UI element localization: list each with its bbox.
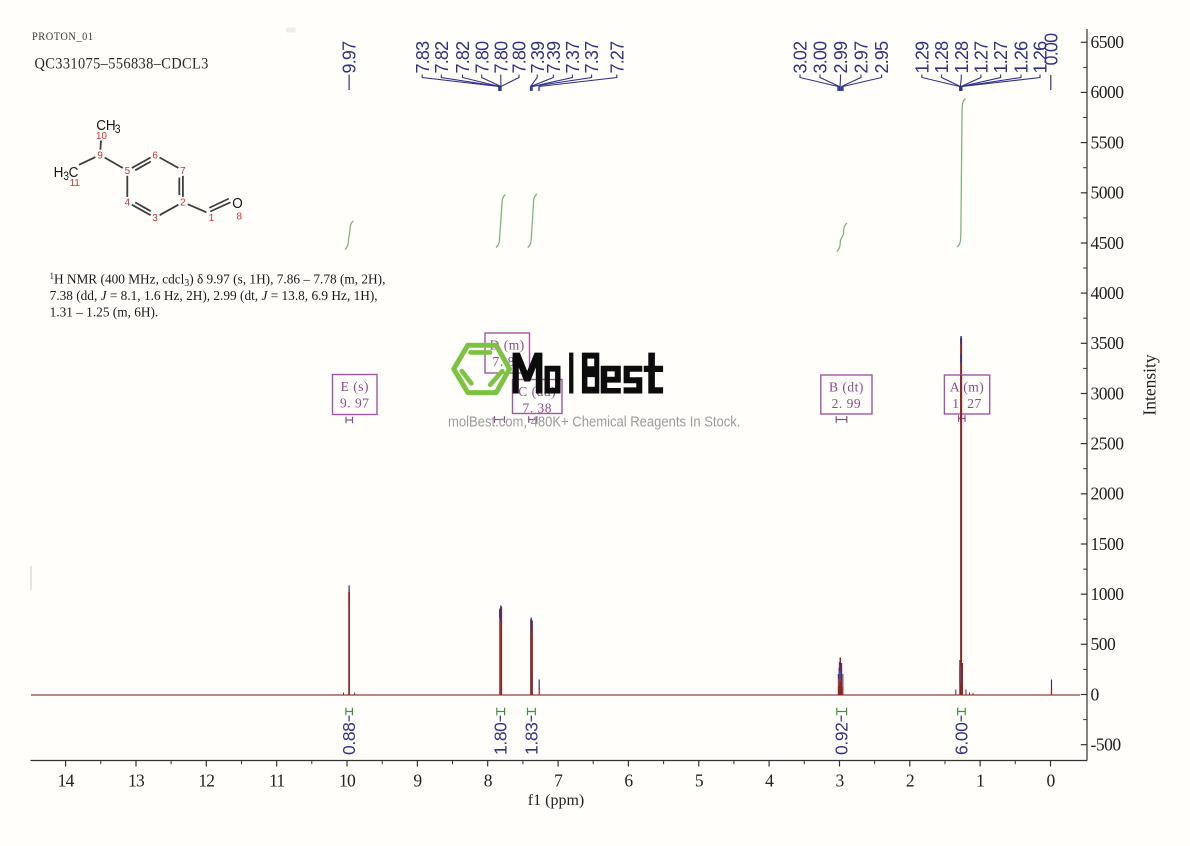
svg-text:2: 2 bbox=[906, 771, 914, 791]
svg-text:12: 12 bbox=[198, 771, 214, 791]
svg-text:3: 3 bbox=[63, 171, 69, 184]
svg-text:3.02: 3.02 bbox=[791, 41, 811, 74]
svg-text:4000: 4000 bbox=[1091, 283, 1125, 303]
svg-text:7.38 (dd, J = 8.1, 1.6 Hz, 2H): 7.38 (dd, J = 8.1, 1.6 Hz, 2H), 2.99 (dt… bbox=[50, 288, 378, 304]
svg-text:7: 7 bbox=[180, 166, 185, 177]
svg-text:1.83: 1.83 bbox=[521, 723, 541, 755]
svg-text:500: 500 bbox=[1091, 634, 1117, 654]
svg-text:5500: 5500 bbox=[1091, 132, 1125, 152]
svg-text:QC331075–556838–CDCL3: QC331075–556838–CDCL3 bbox=[35, 56, 209, 73]
svg-text:7.82: 7.82 bbox=[432, 41, 452, 74]
svg-text:0.00: 0.00 bbox=[1041, 33, 1061, 66]
svg-text:1500: 1500 bbox=[1091, 534, 1125, 554]
svg-text:2000: 2000 bbox=[1091, 484, 1125, 504]
svg-text:2.99: 2.99 bbox=[831, 41, 851, 74]
svg-text:C: C bbox=[69, 164, 79, 181]
svg-text:3000: 3000 bbox=[1091, 383, 1125, 403]
svg-text:6000: 6000 bbox=[1091, 82, 1125, 102]
svg-text:3: 3 bbox=[115, 124, 121, 137]
svg-text:1.80: 1.80 bbox=[490, 722, 510, 755]
svg-text:5000: 5000 bbox=[1091, 183, 1125, 203]
svg-text:f1 (ppm): f1 (ppm) bbox=[528, 792, 584, 809]
svg-text:5: 5 bbox=[695, 771, 704, 791]
svg-text:10: 10 bbox=[96, 131, 107, 142]
svg-text:7.80: 7.80 bbox=[491, 41, 511, 74]
svg-text:0.88: 0.88 bbox=[339, 723, 359, 755]
svg-text:7.83: 7.83 bbox=[413, 41, 433, 74]
svg-text:7.80: 7.80 bbox=[510, 41, 530, 74]
svg-text:1.27: 1.27 bbox=[991, 41, 1011, 74]
svg-text:7.82: 7.82 bbox=[453, 41, 473, 74]
svg-text:9: 9 bbox=[413, 771, 422, 791]
svg-text:1.28: 1.28 bbox=[932, 41, 952, 74]
svg-text:7.27: 7.27 bbox=[607, 41, 627, 74]
svg-text:11: 11 bbox=[70, 178, 80, 189]
svg-text:1.26: 1.26 bbox=[1012, 41, 1032, 74]
svg-text:9.97: 9.97 bbox=[340, 41, 360, 74]
svg-text:E (s): E (s) bbox=[341, 379, 369, 394]
svg-text:6.00: 6.00 bbox=[951, 722, 971, 755]
svg-text:11: 11 bbox=[269, 771, 284, 791]
svg-text:4500: 4500 bbox=[1091, 233, 1125, 253]
svg-text:5: 5 bbox=[125, 166, 131, 177]
svg-text:6: 6 bbox=[624, 771, 633, 791]
svg-text:2500: 2500 bbox=[1091, 433, 1125, 453]
svg-text:1.27: 1.27 bbox=[972, 41, 992, 74]
svg-text:2.95: 2.95 bbox=[872, 41, 892, 74]
svg-text:1.29: 1.29 bbox=[913, 41, 933, 74]
svg-text:7.39: 7.39 bbox=[544, 41, 564, 74]
svg-text:B (dt): B (dt) bbox=[829, 380, 864, 395]
svg-text:0: 0 bbox=[1047, 771, 1056, 791]
svg-text:7.37: 7.37 bbox=[563, 41, 583, 74]
svg-text:3.00: 3.00 bbox=[811, 41, 831, 74]
svg-text:10: 10 bbox=[339, 771, 356, 791]
svg-text:3: 3 bbox=[152, 213, 158, 224]
svg-text:7.80: 7.80 bbox=[472, 41, 492, 74]
svg-text:6500: 6500 bbox=[1091, 32, 1125, 52]
svg-text:2. 99: 2. 99 bbox=[832, 396, 862, 411]
svg-text:1.28: 1.28 bbox=[952, 41, 972, 74]
svg-text:7.37: 7.37 bbox=[582, 41, 602, 74]
svg-text:6: 6 bbox=[152, 150, 158, 161]
svg-text:1: 1 bbox=[209, 213, 214, 224]
svg-text:Intensity: Intensity bbox=[1140, 354, 1160, 415]
svg-text:PROTON_01: PROTON_01 bbox=[32, 31, 94, 44]
svg-text:2.97: 2.97 bbox=[852, 41, 872, 74]
svg-text:-500: -500 bbox=[1091, 735, 1122, 755]
svg-text:0: 0 bbox=[1091, 684, 1100, 704]
svg-text:13: 13 bbox=[128, 771, 145, 791]
svg-text:molBest.com, 480K+ Chemical Re: molBest.com, 480K+ Chemical Reagents In … bbox=[448, 413, 740, 430]
svg-text:CH: CH bbox=[96, 118, 115, 135]
svg-text:9: 9 bbox=[97, 150, 102, 161]
svg-text:7. 38: 7. 38 bbox=[522, 401, 552, 416]
svg-text:4: 4 bbox=[765, 771, 774, 791]
svg-text:7.39: 7.39 bbox=[528, 41, 548, 74]
svg-text:2: 2 bbox=[180, 198, 185, 209]
svg-text:4: 4 bbox=[125, 198, 131, 209]
svg-text:O: O bbox=[232, 195, 242, 212]
svg-text:A (m): A (m) bbox=[950, 380, 984, 395]
svg-text:1.31 – 1.25 (m, 6H).: 1.31 – 1.25 (m, 6H). bbox=[50, 304, 159, 320]
svg-text:0.92: 0.92 bbox=[831, 723, 851, 755]
svg-text:1000: 1000 bbox=[1091, 584, 1125, 604]
svg-text:7: 7 bbox=[554, 771, 563, 791]
svg-text:8: 8 bbox=[484, 771, 493, 791]
svg-text:9. 97: 9. 97 bbox=[340, 396, 370, 411]
svg-text:3500: 3500 bbox=[1091, 333, 1125, 353]
svg-text:1.26: 1.26 bbox=[1031, 41, 1051, 74]
svg-text:H: H bbox=[54, 164, 64, 181]
svg-text:8: 8 bbox=[236, 211, 242, 222]
svg-text:3: 3 bbox=[836, 771, 845, 791]
svg-text:1: 1 bbox=[976, 771, 984, 791]
svg-text:14: 14 bbox=[58, 771, 75, 791]
svg-text:1H NMR (400 MHz, cdcl3) δ 9.97: 1H NMR (400 MHz, cdcl3) δ 9.97 (s, 1H), … bbox=[50, 271, 386, 289]
svg-text:1. 27: 1. 27 bbox=[952, 396, 982, 411]
